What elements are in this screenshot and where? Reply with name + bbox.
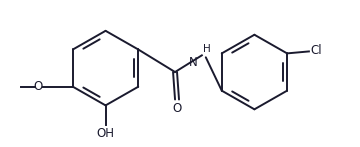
Text: O: O xyxy=(33,80,42,93)
Text: OH: OH xyxy=(96,127,114,140)
Text: N: N xyxy=(189,56,198,69)
Text: O: O xyxy=(172,102,182,115)
Text: H: H xyxy=(203,44,211,54)
Text: Cl: Cl xyxy=(310,44,321,57)
